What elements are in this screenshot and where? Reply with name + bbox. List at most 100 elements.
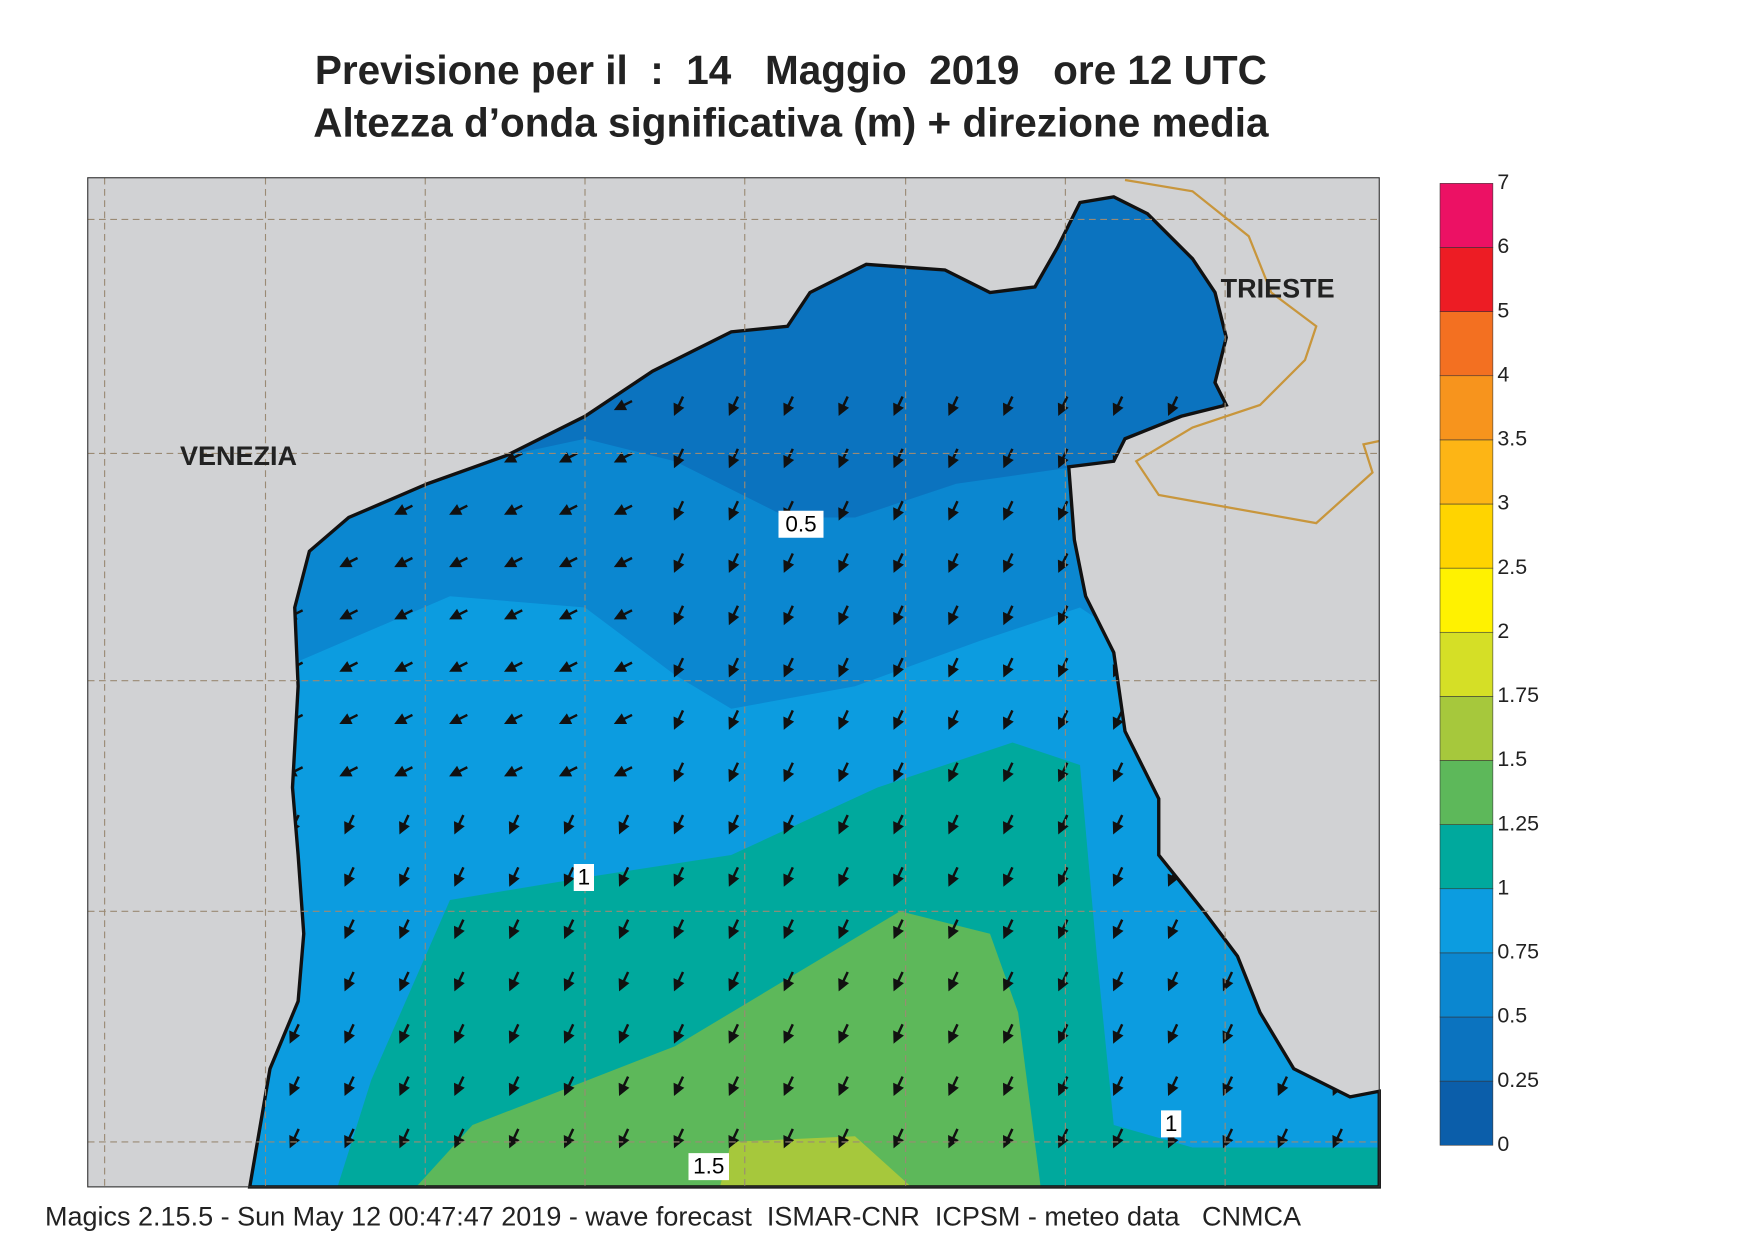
arrow	[1112, 866, 1124, 887]
arrow	[728, 814, 740, 835]
arrow	[838, 448, 850, 469]
arrow	[399, 1128, 410, 1149]
arrow	[563, 866, 575, 887]
arrow	[673, 605, 685, 626]
arrow	[783, 709, 795, 730]
arrow	[449, 608, 468, 620]
colorbar: 0 0.25 0.5 0.75 1 1.25 1.5 1.75 2 2.5 3 3.5 4 5 6 7	[1439, 170, 1539, 1156]
arrow	[1277, 1076, 1289, 1097]
arrow	[558, 504, 578, 515]
arrow	[613, 556, 633, 568]
arrow	[449, 765, 468, 777]
arrow	[893, 605, 904, 626]
arrow	[948, 919, 959, 940]
arrow	[728, 500, 740, 521]
arrow	[503, 765, 523, 777]
arrow	[728, 657, 740, 678]
arrow	[289, 1076, 301, 1097]
colorbar-segment	[1439, 503, 1494, 569]
arrow	[673, 762, 685, 783]
arrow	[948, 396, 959, 416]
colorbar-label: 2.5	[1497, 555, 1527, 579]
arrow	[948, 814, 959, 835]
arrow	[344, 1023, 355, 1044]
arrow	[1332, 1128, 1344, 1149]
contour-labels: 0.5 1 1 1.5	[573, 510, 1182, 1181]
colorbar-segment	[1439, 247, 1494, 312]
arrow	[563, 919, 575, 940]
arrow	[339, 765, 359, 777]
arrow	[893, 1128, 904, 1149]
arrow	[563, 1023, 575, 1044]
arrow	[673, 396, 685, 416]
arrow	[508, 919, 520, 940]
arrow	[399, 1076, 410, 1097]
arrow	[618, 971, 630, 992]
arrow	[838, 866, 850, 887]
arrow	[618, 919, 630, 940]
arrow	[618, 866, 630, 887]
arrow	[1002, 866, 1014, 887]
arrow	[1002, 814, 1014, 835]
arrow	[1057, 709, 1069, 730]
arrow	[613, 713, 633, 725]
arrow	[503, 556, 523, 568]
arrow	[1112, 971, 1124, 992]
arrow	[783, 657, 795, 678]
arrow	[1112, 919, 1124, 940]
arrow	[508, 814, 520, 835]
arrow	[783, 552, 795, 573]
arrow	[728, 866, 740, 887]
place-label: TRIESTE	[1221, 273, 1335, 303]
arrow	[1002, 657, 1014, 678]
colorbar-label: 6	[1497, 234, 1509, 258]
colorbar-segment	[1439, 439, 1494, 505]
arrow	[503, 661, 523, 672]
arrow	[394, 765, 413, 777]
arrow	[613, 765, 633, 777]
colorbar-segment	[1439, 1016, 1494, 1082]
arrow	[893, 1076, 904, 1097]
arrow	[558, 451, 578, 463]
contour-label: 1	[1165, 1111, 1178, 1136]
arrow	[394, 556, 413, 568]
arrow	[838, 971, 850, 992]
arrow	[948, 709, 959, 730]
arrow	[339, 661, 359, 672]
arrow	[673, 709, 685, 730]
map: VENEZIA TRIESTE 0.5 1 1 1.5	[87, 177, 1381, 1189]
footer: Magics 2.15.5 - Sun May 12 00:47:47 2019…	[45, 1202, 1301, 1232]
arrow	[783, 814, 795, 835]
arrow	[1222, 971, 1234, 992]
arrow	[618, 814, 630, 835]
arrow	[618, 1076, 630, 1097]
arrow	[1057, 605, 1069, 626]
arrow	[613, 608, 633, 620]
arrow	[783, 1076, 795, 1097]
arrow	[1167, 1076, 1179, 1097]
arrow	[948, 971, 959, 992]
arrow	[948, 500, 959, 521]
arrow	[948, 866, 959, 887]
arrow	[399, 866, 410, 887]
arrow	[838, 762, 850, 783]
arrow	[1002, 396, 1014, 416]
colorbar-label: 0.25	[1497, 1068, 1539, 1092]
arrow	[503, 504, 523, 515]
arrow	[728, 448, 740, 469]
arrow	[558, 713, 578, 725]
arrow	[893, 971, 904, 992]
arrow	[948, 1023, 959, 1044]
colorbar-label: 1.5	[1497, 747, 1527, 771]
contour-label: 1.5	[693, 1154, 724, 1179]
arrow	[783, 866, 795, 887]
arrow	[613, 399, 633, 411]
arrow	[893, 919, 904, 940]
arrow	[1057, 814, 1069, 835]
colorbar-label: 0	[1497, 1132, 1509, 1156]
arrow	[838, 396, 850, 416]
colorbar-label: 1.25	[1497, 811, 1539, 835]
band	[720, 1136, 912, 1187]
arrow	[449, 504, 468, 515]
arrow	[1002, 709, 1014, 730]
